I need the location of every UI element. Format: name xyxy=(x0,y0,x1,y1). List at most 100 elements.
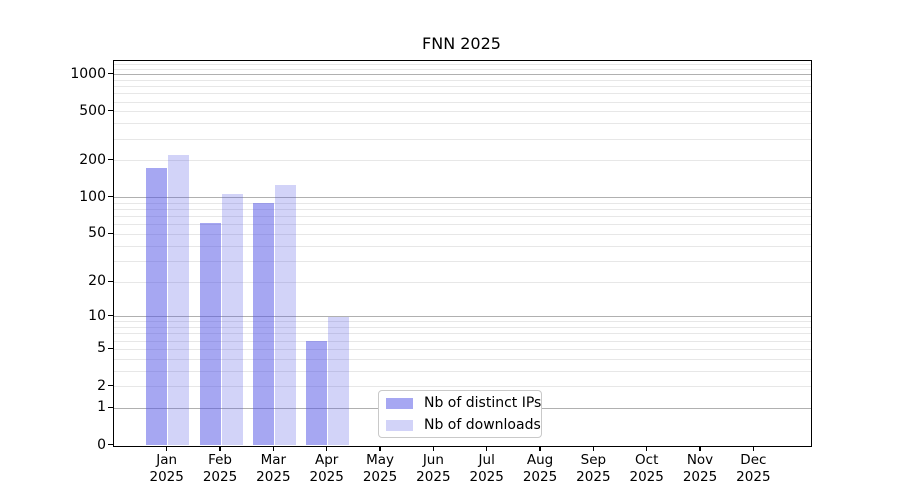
y-tick-mark-0 xyxy=(108,443,113,446)
gridline-minor-90 xyxy=(114,202,811,204)
x-tick-year-dec: 2025 xyxy=(736,468,771,485)
legend: Nb of distinct IPs Nb of downloads xyxy=(378,390,542,438)
x-tick-mark-mar xyxy=(272,445,274,451)
gridline-minor-20 xyxy=(114,281,811,283)
x-tick-mark-oct xyxy=(646,445,648,451)
gridline-minor-70 xyxy=(114,216,811,218)
x-tick-label-jul: Jul 2025 xyxy=(455,452,519,485)
x-tick-mark-sep xyxy=(592,445,594,451)
y-tick-mark-1000 xyxy=(108,73,113,75)
x-tick-label-may: May 2025 xyxy=(348,452,412,485)
gridline-minor-50 xyxy=(114,233,811,235)
gridline-minor-60 xyxy=(114,224,811,226)
y-tick-mark-20 xyxy=(108,280,113,282)
y-tick-mark-50 xyxy=(108,232,113,235)
bar-distinct-ips-jan xyxy=(146,167,168,446)
gridline-minor-400 xyxy=(114,123,811,125)
legend-swatch-downloads-icon xyxy=(386,419,413,431)
x-tick-year-apr: 2025 xyxy=(309,468,344,485)
gridline-minor-40 xyxy=(114,245,811,247)
gridline-minor-1200 xyxy=(114,64,811,66)
gridline-minor-900 xyxy=(114,79,811,81)
gridline-minor-6 xyxy=(114,340,811,342)
x-tick-year-jan: 2025 xyxy=(149,468,184,485)
x-tick-mark-aug xyxy=(539,445,541,451)
bar-distinct-ips-feb xyxy=(199,223,221,446)
chart-title: FNN 2025 xyxy=(422,34,501,53)
y-tick-label-1000: 1000 xyxy=(70,65,106,82)
x-tick-label-mar: Mar 2025 xyxy=(241,452,305,485)
y-tick-label-50: 50 xyxy=(88,225,106,242)
x-tick-label-sep: Sep 2025 xyxy=(561,452,625,485)
x-tick-year-feb: 2025 xyxy=(202,468,238,485)
y-tick-label-500: 500 xyxy=(79,102,106,119)
gridline-minor-7 xyxy=(114,333,811,335)
bar-downloads-feb xyxy=(221,194,243,446)
y-tick-mark-100 xyxy=(108,196,113,198)
gridline-major-10 xyxy=(114,316,811,318)
x-tick-year-nov: 2025 xyxy=(682,468,718,485)
y-tick-label-0: 0 xyxy=(97,436,106,453)
gridline-minor-1100 xyxy=(114,69,811,71)
gridline-minor-2 xyxy=(114,386,811,388)
y-tick-mark-200 xyxy=(108,159,113,161)
x-tick-year-sep: 2025 xyxy=(576,468,611,485)
legend-swatch-distinct-ips-icon xyxy=(386,397,413,409)
gridline-minor-4 xyxy=(114,358,811,360)
y-tick-mark-500 xyxy=(108,110,113,112)
gridline-minor-9 xyxy=(114,321,811,323)
gridline-minor-500 xyxy=(114,111,811,113)
y-tick-mark-5 xyxy=(108,347,113,349)
x-tick-label-feb: Feb 2025 xyxy=(188,452,252,485)
y-tick-label-2: 2 xyxy=(97,377,106,394)
gridline-minor-8 xyxy=(114,327,811,329)
legend-label-distinct-ips: Nb of distinct IPs xyxy=(424,395,542,411)
gridline-minor-3 xyxy=(114,370,811,372)
y-tick-mark-2 xyxy=(108,384,113,387)
x-tick-mark-apr xyxy=(326,445,328,451)
gridline-minor-700 xyxy=(114,93,811,95)
x-tick-mark-dec xyxy=(752,445,754,451)
y-tick-label-200: 200 xyxy=(79,151,106,168)
x-tick-label-jun: Jun 2025 xyxy=(401,452,465,485)
legend-item-downloads: Nb of downloads xyxy=(379,416,541,434)
bar-distinct-ips-mar xyxy=(252,203,274,446)
x-tick-year-may: 2025 xyxy=(362,468,398,485)
x-tick-mark-feb xyxy=(219,445,221,451)
gridline-major-1000 xyxy=(114,74,811,76)
x-tick-mark-jul xyxy=(486,445,488,451)
y-tick-label-5: 5 xyxy=(97,340,106,357)
bar-downloads-jan xyxy=(168,154,190,446)
y-tick-mark-10 xyxy=(108,315,113,317)
bar-downloads-mar xyxy=(274,184,296,446)
legend-item-distinct-ips: Nb of distinct IPs xyxy=(379,394,541,412)
y-tick-label-10: 10 xyxy=(88,307,106,324)
x-tick-year-jul: 2025 xyxy=(469,468,504,485)
plot-area xyxy=(113,59,812,447)
x-tick-mark-jan xyxy=(166,445,168,451)
x-tick-label-nov: Nov 2025 xyxy=(668,452,732,485)
x-tick-label-jan: Jan 2025 xyxy=(135,452,199,485)
x-tick-label-apr: Apr 2025 xyxy=(295,452,359,485)
x-tick-year-aug: 2025 xyxy=(522,468,558,485)
x-tick-mark-jun xyxy=(432,445,434,451)
x-tick-year-oct: 2025 xyxy=(629,468,664,485)
x-tick-label-aug: Aug 2025 xyxy=(508,452,572,485)
x-tick-label-oct: Oct 2025 xyxy=(615,452,679,485)
bar-distinct-ips-apr xyxy=(306,341,328,446)
gridline-minor-600 xyxy=(114,101,811,103)
bar-downloads-apr xyxy=(328,316,350,446)
gridline-minor-200 xyxy=(114,160,811,162)
gridline-minor-30 xyxy=(114,260,811,262)
x-tick-label-dec: Dec 2025 xyxy=(721,452,785,485)
y-tick-mark-1 xyxy=(108,406,113,408)
x-tick-mark-nov xyxy=(699,445,701,451)
y-tick-label-100: 100 xyxy=(79,188,106,205)
gridline-minor-5 xyxy=(114,348,811,350)
gridline-minor-800 xyxy=(114,86,811,88)
gridline-minor-80 xyxy=(114,209,811,211)
y-tick-label-1: 1 xyxy=(97,399,106,416)
x-tick-mark-may xyxy=(379,445,381,451)
x-tick-year-jun: 2025 xyxy=(416,468,451,485)
